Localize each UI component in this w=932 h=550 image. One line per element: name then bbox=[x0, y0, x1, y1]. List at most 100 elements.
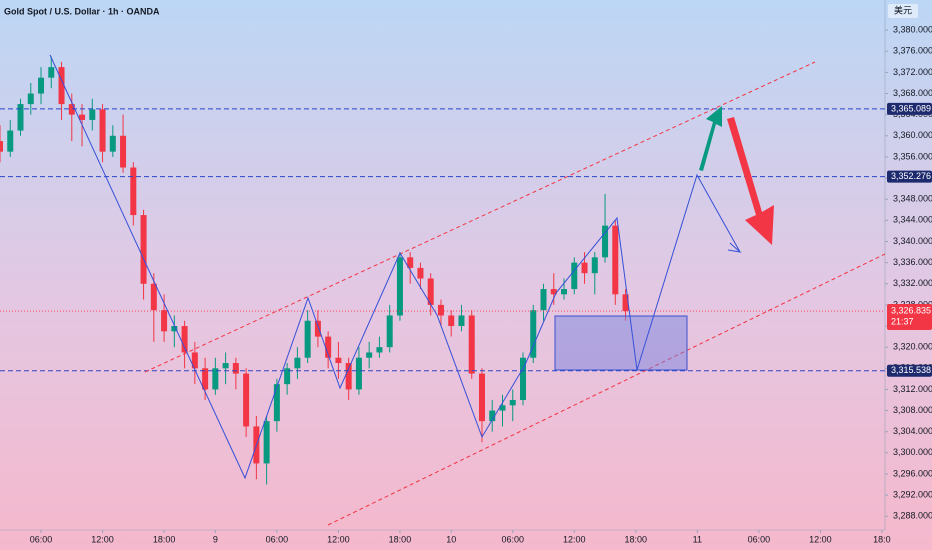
candle-body bbox=[448, 315, 455, 327]
y-tick-label: 3,332.000 bbox=[893, 278, 932, 288]
candle-body bbox=[212, 368, 219, 390]
candle-body bbox=[468, 315, 475, 374]
zone-box bbox=[554, 315, 688, 371]
x-tick-label: 12:00 bbox=[91, 534, 114, 544]
last-price-label: 3,326.835 bbox=[891, 305, 931, 315]
channel-lower bbox=[327, 253, 886, 526]
candle-body bbox=[335, 357, 342, 364]
candle-body bbox=[130, 167, 137, 216]
candle-body bbox=[345, 363, 352, 390]
currency-box bbox=[888, 4, 918, 18]
candle-body bbox=[191, 352, 198, 369]
y-tick-label: 3,300.000 bbox=[893, 447, 932, 457]
drawings bbox=[49, 54, 886, 526]
candle-body bbox=[366, 352, 373, 358]
y-tick-label: 3,340.000 bbox=[893, 236, 932, 246]
x-tick-label: 06:00 bbox=[30, 534, 53, 544]
down-arrow bbox=[727, 117, 774, 245]
candle-body bbox=[571, 262, 578, 290]
candle-body bbox=[376, 347, 383, 353]
x-tick-label: 18:00 bbox=[389, 534, 412, 544]
y-tick-label: 3,372.000 bbox=[893, 67, 932, 77]
labels: 3,380.000 3,376.000 3,372.000 3,368.000 3,36… bbox=[30, 24, 932, 544]
x-tick-label: 18:00 bbox=[153, 534, 176, 544]
candle-body bbox=[386, 315, 393, 348]
y-tick-label: 3,360.000 bbox=[893, 130, 932, 140]
up-arrow bbox=[699, 106, 722, 171]
candle-body bbox=[79, 114, 86, 120]
x-tick-label: 9 bbox=[213, 534, 218, 544]
x-tick-label: 12:00 bbox=[809, 534, 832, 544]
candle-body bbox=[150, 283, 157, 311]
candle-body bbox=[417, 267, 424, 279]
candle-body bbox=[17, 104, 24, 131]
y-tick-label: 3,344.000 bbox=[893, 215, 932, 225]
candle-body bbox=[222, 363, 229, 369]
candle-body bbox=[171, 326, 178, 332]
candle-body bbox=[325, 336, 332, 358]
candle-body bbox=[263, 421, 270, 464]
x-tick-label: 06:00 bbox=[266, 534, 289, 544]
candle-body bbox=[591, 257, 598, 274]
level-label: 3,365.089 bbox=[891, 103, 931, 113]
currency: 美元 bbox=[894, 4, 912, 15]
candle-body bbox=[499, 405, 506, 411]
candle-body bbox=[520, 357, 527, 401]
candle-body bbox=[550, 289, 557, 295]
candle-body bbox=[38, 77, 45, 94]
countdown: 21:37 bbox=[891, 316, 914, 326]
y-tick-label: 3,292.000 bbox=[893, 489, 932, 499]
y-tick-label: 3,336.000 bbox=[893, 257, 932, 267]
zigzag-path bbox=[49, 54, 741, 480]
level-label: 3,315.538 bbox=[891, 365, 931, 375]
candle-body bbox=[622, 294, 629, 312]
x-tick-label: 06:00 bbox=[748, 534, 771, 544]
candle-body bbox=[540, 289, 547, 311]
y-tick-label: 3,304.000 bbox=[893, 426, 932, 436]
candle-body bbox=[355, 357, 362, 390]
candle-body bbox=[602, 225, 609, 258]
y-tick-label: 3,356.000 bbox=[893, 151, 932, 161]
candle-body bbox=[458, 315, 465, 327]
x-tick-label: 11 bbox=[693, 534, 702, 544]
candle-body bbox=[314, 320, 321, 337]
y-tick-label: 3,308.000 bbox=[893, 405, 932, 415]
x-tick-label: 10 bbox=[446, 534, 456, 544]
candle-body bbox=[530, 310, 537, 358]
last-price-box bbox=[887, 304, 932, 331]
candle-body bbox=[407, 257, 414, 268]
candle-body bbox=[284, 368, 291, 385]
candle-body bbox=[0, 141, 3, 152]
candle-body bbox=[294, 357, 301, 369]
y-tick-label: 3,312.000 bbox=[893, 384, 932, 394]
candle-body bbox=[161, 310, 168, 332]
x-tick-label: 12:00 bbox=[327, 534, 350, 544]
zigzag-arrowhead bbox=[727, 242, 742, 253]
candle-body bbox=[89, 109, 96, 120]
level-label-box bbox=[887, 364, 932, 377]
y-tick-label: 3,376.000 bbox=[893, 46, 932, 56]
level-label-box bbox=[887, 170, 932, 183]
chart-title: Gold Spot / U.S. Dollar · 1h · OANDA bbox=[4, 6, 160, 16]
candle-body bbox=[120, 135, 127, 168]
candle-body bbox=[232, 363, 239, 374]
candle-body bbox=[478, 373, 485, 422]
y-tick-label: 3,320.000 bbox=[893, 342, 932, 352]
candle-body bbox=[7, 130, 14, 152]
y-tick-label: 3,380.000 bbox=[893, 24, 932, 34]
candle-body bbox=[109, 135, 116, 152]
candle-body bbox=[427, 278, 434, 305]
candle-body bbox=[612, 225, 619, 295]
candle-body bbox=[27, 93, 34, 105]
candle-body bbox=[68, 104, 75, 115]
candle-body bbox=[437, 304, 444, 316]
candle-body bbox=[99, 109, 106, 152]
x-tick-label: 06:00 bbox=[501, 534, 524, 544]
candle-body bbox=[48, 67, 55, 78]
y-tick-label: 3,348.000 bbox=[893, 194, 932, 204]
candle-body bbox=[140, 215, 147, 284]
candle-body bbox=[396, 257, 403, 316]
